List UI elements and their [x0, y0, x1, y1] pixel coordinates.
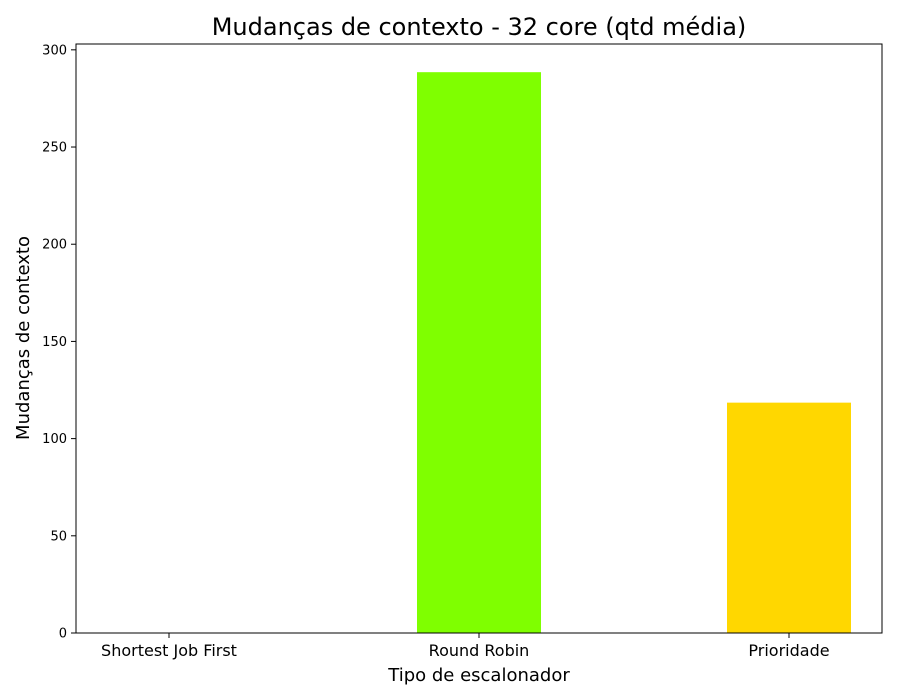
bars — [417, 72, 851, 634]
bar-prioridade — [727, 402, 851, 633]
x-axis-label: Tipo de escalonador — [387, 665, 570, 686]
x-axis: Shortest Job First Round Robin Prioridade — [101, 633, 830, 660]
y-tick-label: 200 — [42, 238, 67, 253]
y-axis: 0 50 100 150 200 250 300 — [42, 43, 76, 642]
y-tick-label: 300 — [42, 43, 67, 58]
x-tick-label: Prioridade — [748, 641, 829, 660]
y-tick-label: 0 — [59, 627, 67, 642]
y-tick-label: 250 — [42, 141, 67, 156]
bar-round-robin — [417, 72, 541, 634]
x-tick-label: Round Robin — [429, 641, 530, 660]
y-tick-label: 150 — [42, 335, 67, 350]
y-tick-label: 50 — [50, 529, 67, 544]
chart-title: Mudanças de contexto - 32 core (qtd médi… — [212, 13, 747, 41]
y-axis-label: Mudanças de contexto — [13, 236, 34, 440]
x-tick-label: Shortest Job First — [101, 641, 237, 660]
plot-area — [75, 43, 883, 634]
y-tick-label: 100 — [42, 432, 67, 447]
